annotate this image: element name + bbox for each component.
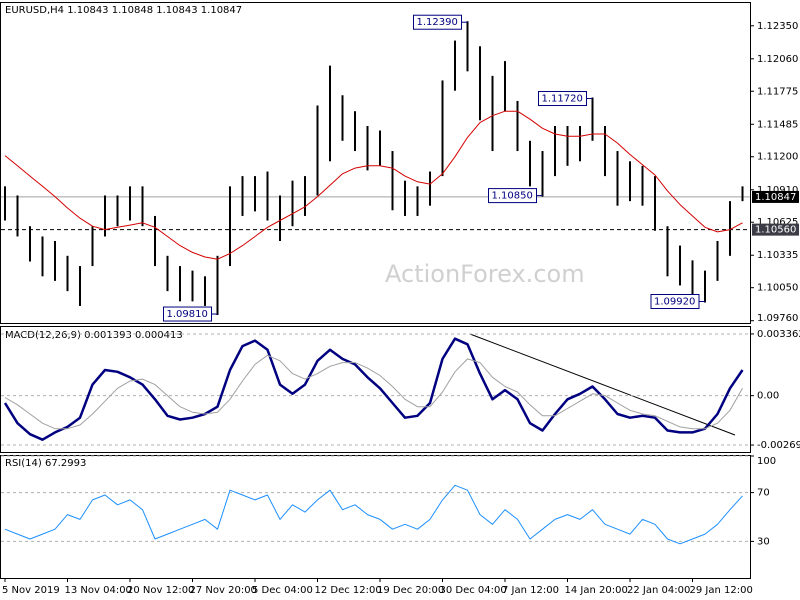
series-line (4, 354, 743, 430)
y-tick-label: 0.00 (757, 391, 779, 402)
trend-line (469, 333, 736, 436)
series-line (4, 484, 743, 545)
y-tick-label: 1.11775 (757, 86, 798, 97)
y-tick-label: 1.11485 (757, 119, 798, 130)
series-line (3, 337, 744, 441)
annotation-box (488, 188, 537, 204)
y-tick-label: 70 (757, 488, 770, 499)
annotation-box (538, 91, 587, 107)
y-tick-label: 0.003362 (757, 329, 800, 340)
annotation-label: 1.10850 (492, 191, 533, 202)
annotation-box (413, 14, 462, 30)
x-tick-label: 7 Jan 12:00 (502, 585, 559, 596)
price-title: EURUSD,H4 1.10843 1.10848 1.10843 1.1084… (5, 5, 242, 16)
x-tick-label: 14 Jan 20:00 (565, 585, 628, 596)
y-tick-label: 1.09760 (757, 313, 798, 324)
x-tick-label: 5 Nov 2019 (2, 585, 60, 596)
price-panel (0, 2, 751, 324)
y-tick-label: 1.10625 (757, 217, 798, 228)
x-tick-label: 22 Jan 04:00 (627, 585, 690, 596)
rsi-title: RSI(14) 67.2993 (5, 458, 86, 469)
x-tick-label: 30 Dec 04:00 (440, 585, 507, 596)
x-tick-label: 5 Dec 04:00 (252, 585, 313, 596)
y-tick-label: 1.12350 (757, 21, 798, 32)
macd-title: MACD(12,26,9) 0.001393 0.000413 (5, 330, 183, 341)
y-tick-label: 1.11200 (757, 152, 798, 163)
annotation-box (650, 294, 700, 310)
y-tick-label: 30 (757, 536, 770, 547)
x-tick-label: 20 Nov 12:00 (127, 585, 194, 596)
price-label-box (752, 190, 799, 203)
price-label-box (752, 223, 799, 236)
x-tick-label: 27 Nov 20:00 (190, 585, 257, 596)
price-label: 1.10847 (755, 192, 796, 203)
annotation-box (163, 306, 212, 322)
price-label: 1.10560 (755, 225, 796, 236)
y-tick-label: 1.12060 (757, 54, 798, 65)
y-tick-label: 100 (757, 456, 776, 467)
macd-panel (0, 326, 751, 453)
annotation-label: 1.11720 (542, 94, 583, 105)
x-tick-label: 13 Nov 04:00 (65, 585, 132, 596)
annotation-label: 1.09810 (167, 309, 208, 320)
series-line (4, 110, 743, 260)
y-tick-label: 1.10335 (757, 250, 798, 261)
y-tick-label: 1.10050 (757, 283, 798, 294)
y-tick-label: 1.10910 (757, 185, 798, 196)
x-tick-label: 19 Dec 20:00 (377, 585, 444, 596)
annotation-label: 1.12390 (417, 17, 458, 28)
annotation-label: 1.09920 (654, 297, 695, 308)
rsi-panel (0, 455, 751, 579)
x-tick-label: 29 Jan 12:00 (690, 585, 753, 596)
watermark: ActionForex.com (385, 260, 585, 288)
x-tick-label: 12 Dec 12:00 (315, 585, 382, 596)
